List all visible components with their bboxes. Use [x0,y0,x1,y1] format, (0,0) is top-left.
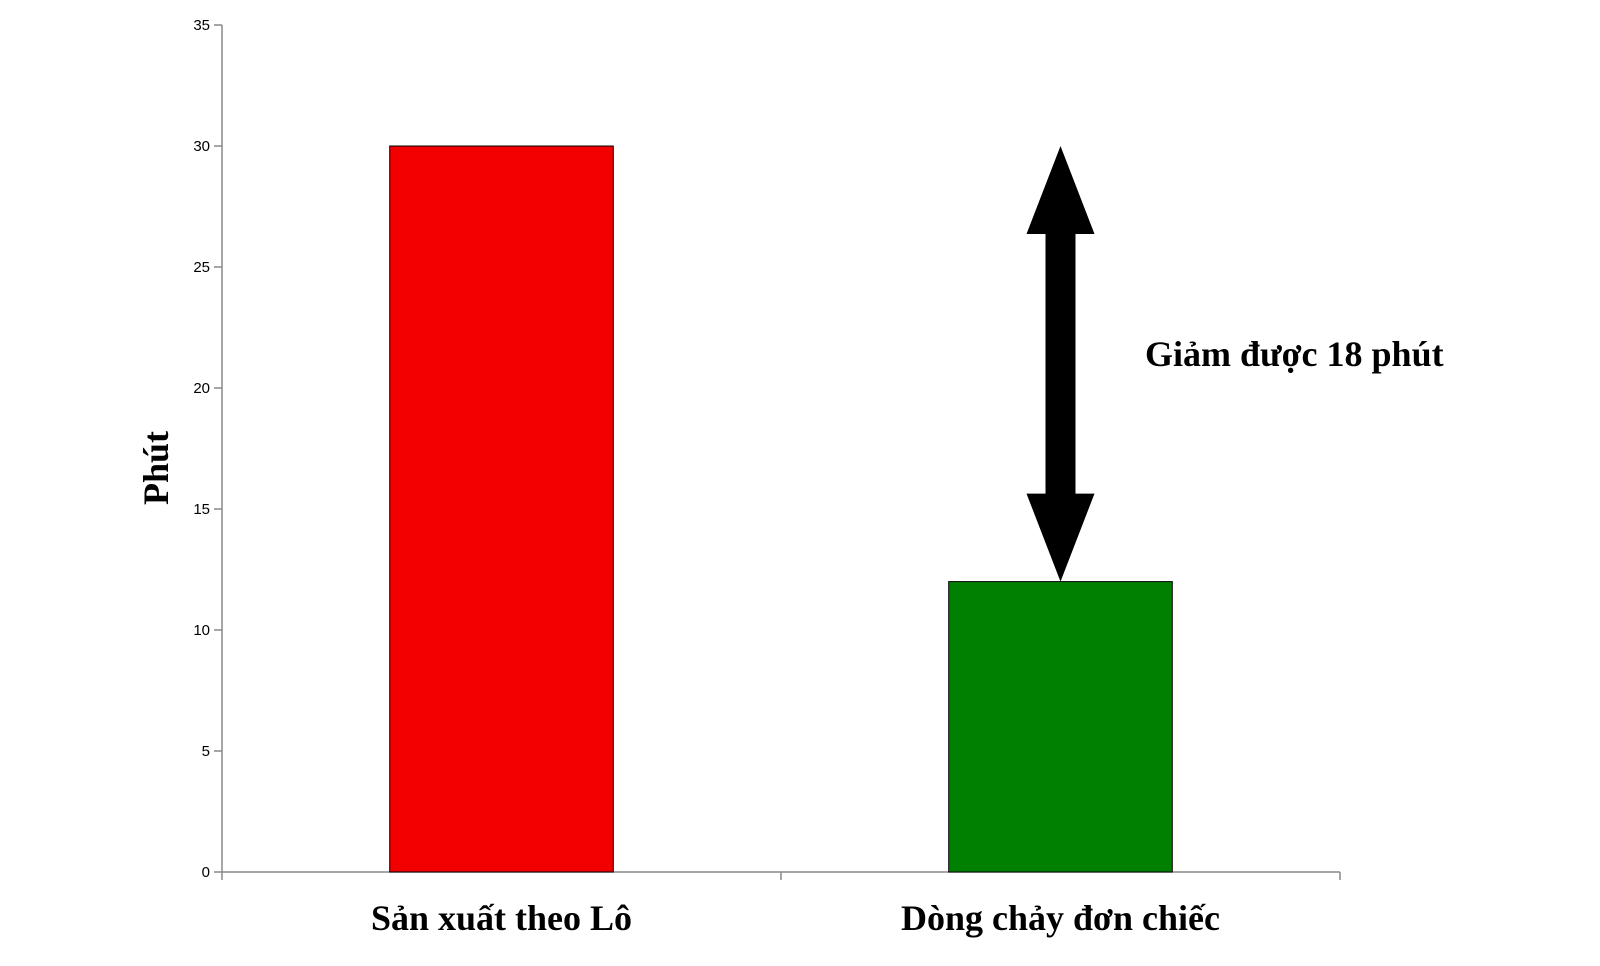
x-axis [221,871,1341,880]
y-tick-label: 35 [193,17,210,34]
annotation-label: Giảm được 18 phút [1145,334,1444,374]
y-tick-label: 0 [202,864,210,881]
y-tick-label: 20 [193,380,210,397]
double-arrow-icon [1026,146,1095,582]
y-tick-label: 5 [202,743,210,760]
category-labels: Sản xuất theo Lô Dòng chảy đơn chiếc [371,898,1220,938]
y-tick-label: 25 [193,259,210,276]
y-axis-label: Phút [136,431,176,505]
y-tick-label: 15 [193,501,210,518]
y-tick-label: 30 [193,138,210,155]
bars [389,145,1173,873]
bar [948,581,1173,873]
annotation: Giảm được 18 phút [1026,146,1444,582]
x-tick-label: Sản xuất theo Lô [371,898,632,938]
y-axis: 0 5 10 15 20 25 30 35 [193,17,223,881]
bar [389,145,614,873]
y-tick-label: 10 [193,622,210,639]
x-tick-label: Dòng chảy đơn chiếc [901,898,1220,938]
